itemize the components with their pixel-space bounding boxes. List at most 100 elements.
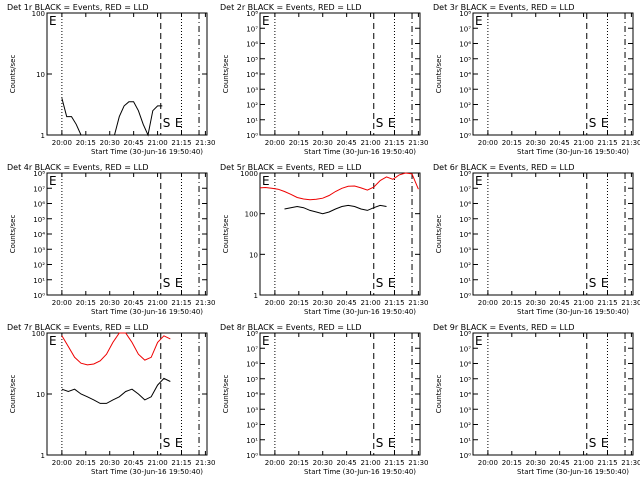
- x-tick-label: 21:30: [621, 459, 640, 467]
- x-tick-label: 21:30: [408, 299, 428, 307]
- y-tick-label: 10⁷: [33, 185, 45, 193]
- x-tick-label: 20:00: [52, 299, 72, 307]
- y-tick-label: 10²: [246, 422, 258, 430]
- x-tick-label: 20:00: [478, 139, 498, 147]
- panel-title: Det 8r BLACK = Events, RED = LLD: [220, 323, 362, 332]
- edge-marker-e: E: [262, 174, 270, 188]
- marker-s: S: [376, 276, 384, 290]
- x-tick-label: 20:15: [289, 299, 309, 307]
- x-tick-label: 21:15: [384, 299, 404, 307]
- events-series-line: [61, 377, 171, 404]
- y-tick-label: 100: [32, 10, 45, 18]
- y-tick-label: 10: [36, 71, 45, 79]
- x-tick-label: 20:45: [550, 299, 570, 307]
- x-tick-label: 20:45: [550, 139, 570, 147]
- panel-8: Det 8r BLACK = Events, RED = LLD 10⁰ 10¹ 10…: [220, 323, 428, 476]
- y-tick-label: 10⁴: [33, 231, 45, 239]
- y-tick-label: 10³: [459, 86, 471, 94]
- y-tick-label: 10²: [33, 262, 45, 270]
- x-tick-label: 21:15: [597, 299, 617, 307]
- plot-frame: [259, 172, 421, 296]
- marker-s: S: [589, 276, 597, 290]
- x-tick-label: 20:15: [289, 139, 309, 147]
- y-tick-label: 10⁵: [459, 56, 471, 64]
- x-tick-label: 21:15: [384, 459, 404, 467]
- marker-s: S: [376, 436, 384, 450]
- x-tick-label: 20:45: [124, 299, 144, 307]
- y-axis-label: Counts/sec: [222, 55, 230, 94]
- y-tick-label: 10⁸: [459, 330, 471, 338]
- y-tick-label: 10⁰: [459, 452, 471, 460]
- y-tick-label: 10³: [459, 246, 471, 254]
- x-axis-label: Start Time (30-Jun-16 19:50:40): [91, 308, 203, 316]
- x-tick-label: 20:30: [313, 299, 333, 307]
- panel-6: Det 6r BLACK = Events, RED = LLD 10⁰ 10¹ 10…: [433, 163, 640, 316]
- plot-frame: [472, 332, 634, 456]
- x-axis-label: Start Time (30-Jun-16 19:50:40): [517, 468, 629, 476]
- x-tick-label: 21:15: [171, 139, 191, 147]
- marker-e: E: [601, 436, 609, 450]
- x-tick-label: 21:00: [147, 139, 167, 147]
- x-tick-label: 20:00: [478, 299, 498, 307]
- edge-marker-e: E: [49, 334, 57, 348]
- y-tick-label: 10⁵: [246, 56, 258, 64]
- plot-frame: [472, 172, 634, 296]
- y-tick-label: 10²: [459, 262, 471, 270]
- y-axis-label: Counts/sec: [9, 375, 17, 414]
- panel-title: Det 7r BLACK = Events, RED = LLD: [7, 323, 149, 332]
- edge-marker-e: E: [475, 14, 483, 28]
- x-tick-label: 21:15: [171, 299, 191, 307]
- edge-marker-e: E: [475, 334, 483, 348]
- x-tick-label: 20:00: [265, 459, 285, 467]
- x-tick-label: 20:45: [337, 459, 357, 467]
- x-tick-label: 21:30: [621, 139, 640, 147]
- y-tick-label: 10⁷: [459, 345, 471, 353]
- y-tick-label: 10⁴: [459, 71, 471, 79]
- y-tick-label: 10²: [459, 422, 471, 430]
- x-tick-label: 21:00: [360, 459, 380, 467]
- x-tick-label: 21:30: [408, 139, 428, 147]
- y-axis-label: Counts/sec: [222, 375, 230, 414]
- panel-title: Det 4r BLACK = Events, RED = LLD: [7, 163, 149, 172]
- marker-s: S: [589, 116, 597, 130]
- x-tick-label: 21:00: [147, 459, 167, 467]
- x-tick-label: 21:00: [573, 299, 593, 307]
- x-axis-label: Start Time (30-Jun-16 19:50:40): [304, 308, 416, 316]
- x-tick-label: 20:00: [52, 139, 72, 147]
- panel-title: Det 5r BLACK = Events, RED = LLD: [220, 163, 362, 172]
- y-tick-label: 10: [36, 391, 45, 399]
- panel-title: Det 6r BLACK = Events, RED = LLD: [433, 163, 575, 172]
- marker-e: E: [601, 276, 609, 290]
- y-tick-label: 1: [41, 452, 45, 460]
- x-tick-label: 20:00: [478, 459, 498, 467]
- y-tick-label: 10¹: [459, 437, 471, 445]
- y-tick-label: 10⁵: [459, 376, 471, 384]
- y-tick-label: 10⁸: [459, 10, 471, 18]
- x-tick-label: 21:00: [573, 459, 593, 467]
- y-tick-label: 10⁵: [246, 376, 258, 384]
- y-tick-label: 10⁶: [33, 201, 45, 209]
- y-tick-label: 10⁷: [246, 345, 258, 353]
- x-axis-label: Start Time (30-Jun-16 19:50:40): [517, 148, 629, 156]
- y-tick-label: 10¹: [33, 277, 45, 285]
- y-tick-label: 10⁶: [246, 361, 258, 369]
- x-axis-label: Start Time (30-Jun-16 19:50:40): [304, 148, 416, 156]
- panel-3: Det 3r BLACK = Events, RED = LLD 10⁰ 10¹ 10…: [433, 3, 640, 156]
- x-tick-label: 21:30: [408, 459, 428, 467]
- panel-1: Det 1r BLACK = Events, RED = LLD 1 10 100 20…: [7, 3, 215, 156]
- y-tick-label: 10⁸: [459, 170, 471, 178]
- marker-e: E: [388, 116, 396, 130]
- panel-9: Det 9r BLACK = Events, RED = LLD 10⁰ 10¹ 10…: [433, 323, 640, 476]
- y-tick-label: 10⁶: [246, 41, 258, 49]
- y-tick-label: 10⁴: [246, 391, 258, 399]
- y-tick-label: 10⁷: [459, 185, 471, 193]
- y-axis-label: Counts/sec: [435, 55, 443, 94]
- x-tick-label: 20:30: [100, 139, 120, 147]
- panel-title: Det 2r BLACK = Events, RED = LLD: [220, 3, 362, 12]
- y-axis-label: Counts/sec: [9, 55, 17, 94]
- marker-e: E: [601, 116, 609, 130]
- y-tick-label: 10²: [246, 102, 258, 110]
- y-axis-label: Counts/sec: [435, 375, 443, 414]
- y-tick-label: 100: [245, 211, 258, 219]
- x-tick-label: 21:30: [195, 459, 215, 467]
